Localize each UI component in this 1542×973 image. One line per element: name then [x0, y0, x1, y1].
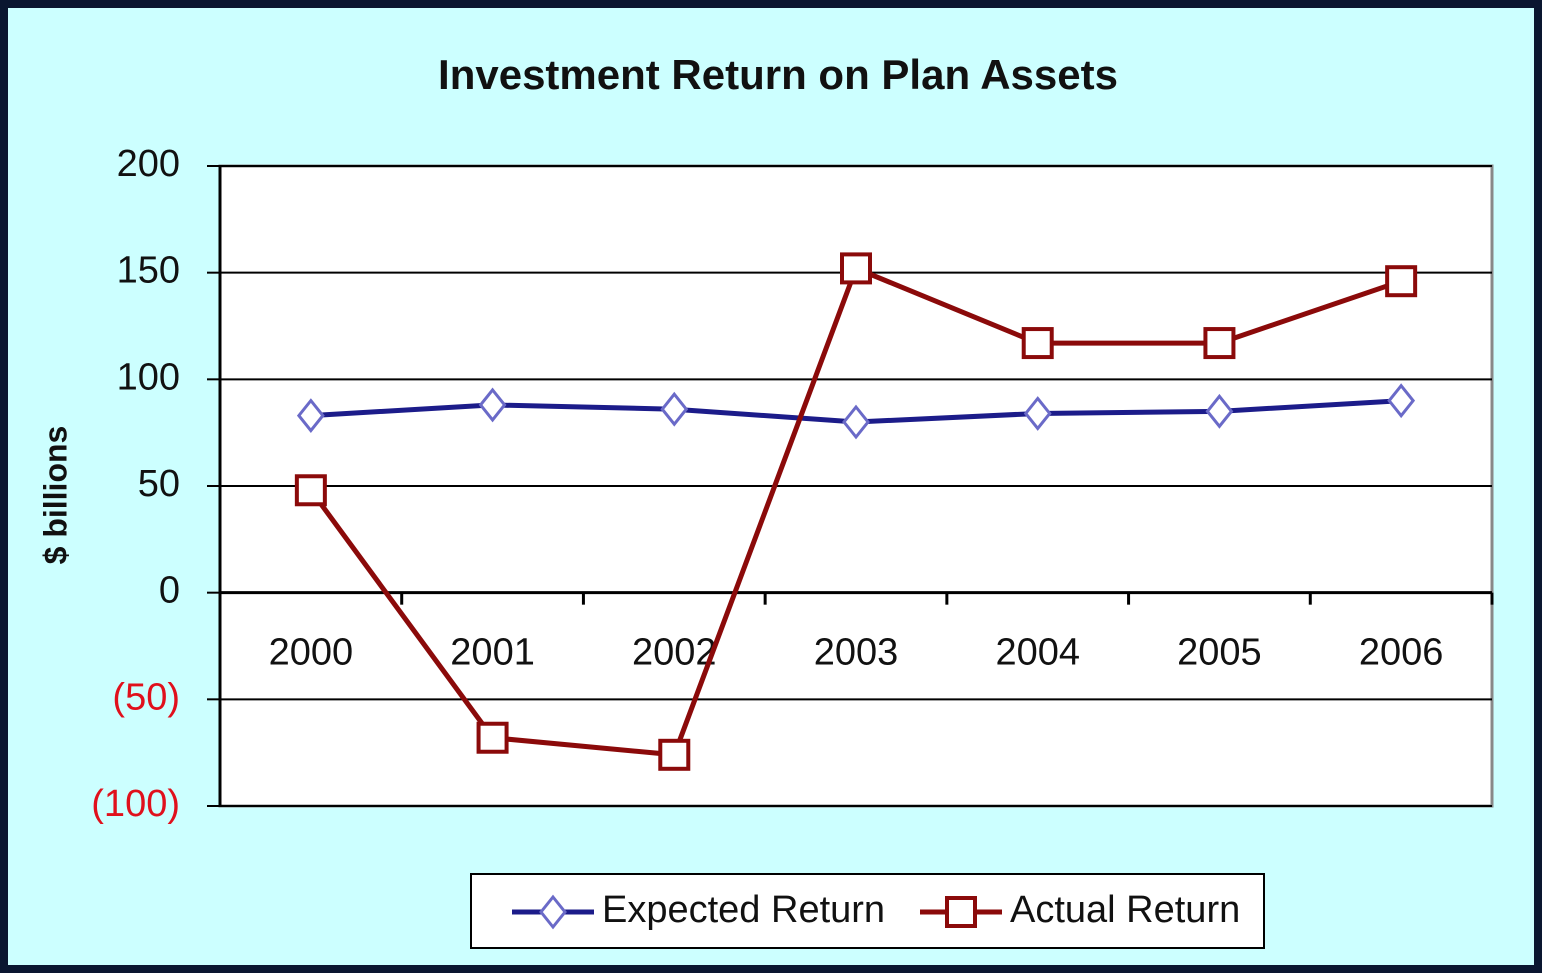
data-point	[660, 391, 689, 427]
data-point	[476, 721, 509, 754]
y-axis-label: $ billions	[37, 426, 73, 565]
data-point	[1387, 383, 1416, 419]
legend-marker	[945, 896, 977, 928]
legend-box	[470, 873, 1265, 949]
data-point	[842, 404, 870, 440]
x-tick-label: 2005	[1177, 632, 1262, 674]
y-tick-label: 0	[159, 570, 180, 612]
data-point	[1385, 265, 1418, 298]
data-point	[658, 738, 691, 771]
x-tick-label: 2002	[632, 632, 717, 674]
data-point	[1205, 393, 1234, 429]
x-tick-label: 2001	[450, 632, 535, 674]
legend-label: Expected Return	[602, 889, 885, 931]
data-point	[1203, 327, 1236, 360]
data-point	[478, 387, 507, 423]
data-point	[1023, 396, 1052, 431]
data-point	[296, 398, 325, 434]
y-tick-label: 50	[138, 463, 180, 505]
y-tick-label: (100)	[91, 783, 180, 825]
x-tick-label: 2004	[995, 632, 1080, 674]
data-point	[1021, 327, 1054, 360]
chart-title: Investment Return on Plan Assets	[438, 51, 1118, 98]
legend-label: Actual Return	[1010, 889, 1240, 931]
y-tick-label: 100	[117, 356, 180, 398]
y-tick-label: (50)	[112, 676, 180, 718]
data-point	[840, 252, 872, 285]
y-tick-label: 200	[117, 143, 180, 185]
legend-marker	[539, 894, 567, 930]
x-tick-label: 2000	[269, 632, 354, 674]
x-tick-label: 2006	[1359, 632, 1444, 674]
y-tick-label: 150	[117, 250, 180, 292]
data-point	[294, 474, 327, 507]
x-tick-label: 2003	[814, 632, 899, 674]
